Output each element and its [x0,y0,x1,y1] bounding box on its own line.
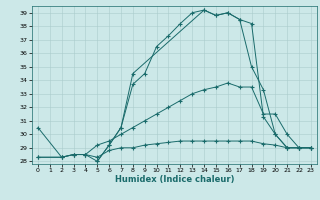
X-axis label: Humidex (Indice chaleur): Humidex (Indice chaleur) [115,175,234,184]
